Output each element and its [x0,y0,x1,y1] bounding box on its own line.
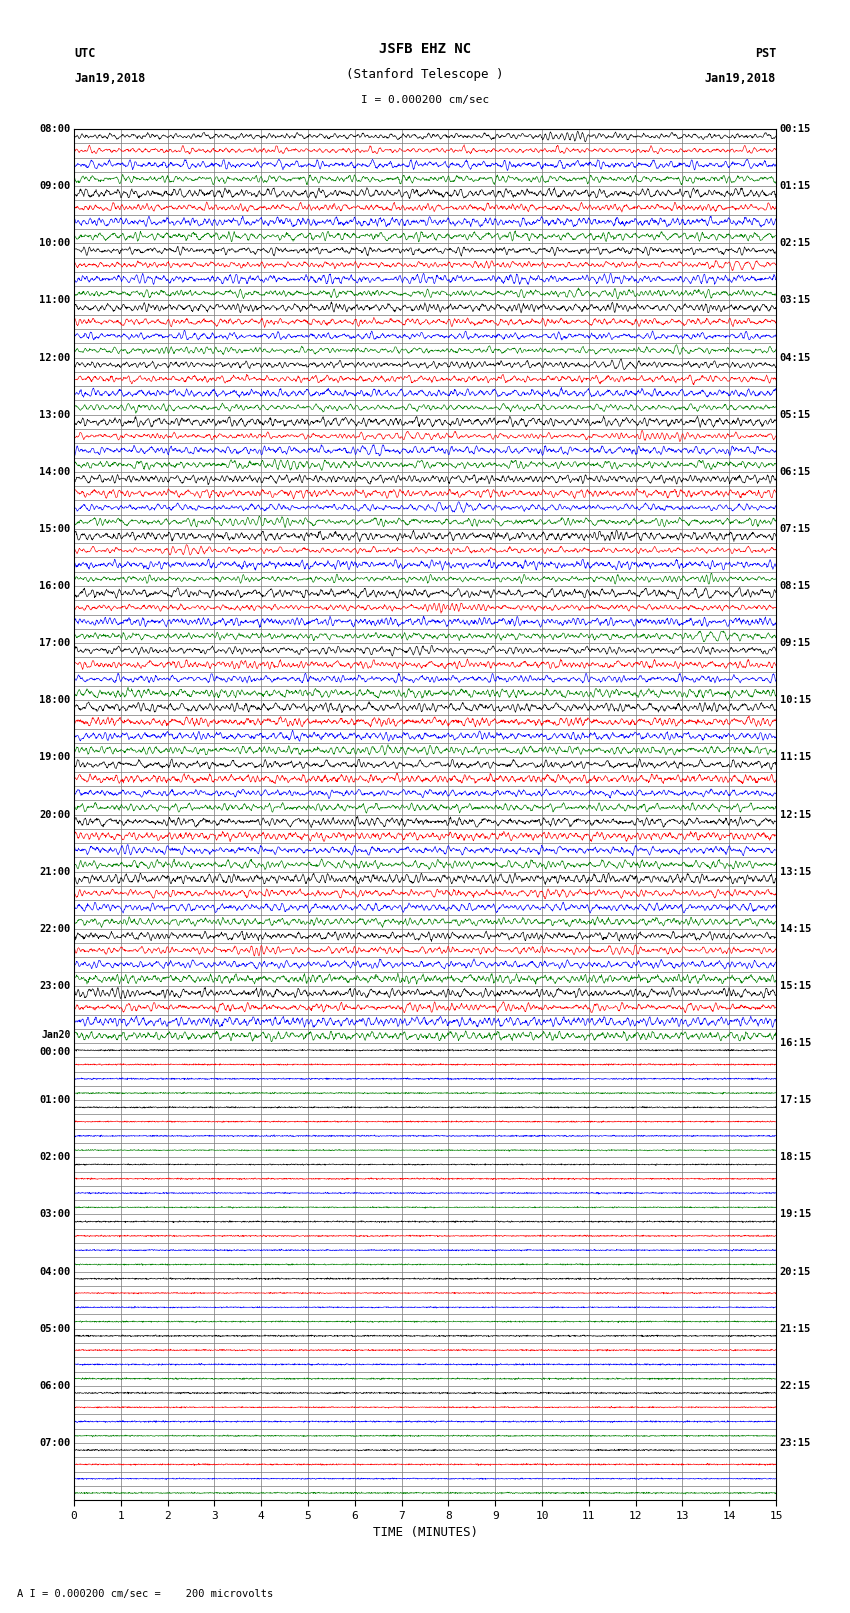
Text: 15:00: 15:00 [39,524,71,534]
Text: 06:15: 06:15 [779,466,811,477]
Text: Jan19,2018: Jan19,2018 [74,73,145,85]
Text: Jan20: Jan20 [41,1029,71,1039]
Text: 14:00: 14:00 [39,466,71,477]
Text: 02:00: 02:00 [39,1152,71,1163]
Text: 06:00: 06:00 [39,1381,71,1390]
Text: 17:15: 17:15 [779,1095,811,1105]
Text: 04:15: 04:15 [779,353,811,363]
Text: I = 0.000200 cm/sec: I = 0.000200 cm/sec [361,95,489,105]
Text: PST: PST [755,47,776,60]
Text: 22:00: 22:00 [39,924,71,934]
Text: 03:00: 03:00 [39,1210,71,1219]
Text: 01:00: 01:00 [39,1095,71,1105]
Text: 17:00: 17:00 [39,639,71,648]
Text: 12:15: 12:15 [779,810,811,819]
Text: 01:15: 01:15 [779,181,811,192]
Text: (Stanford Telescope ): (Stanford Telescope ) [346,68,504,81]
Text: Jan19,2018: Jan19,2018 [705,73,776,85]
Text: 18:00: 18:00 [39,695,71,705]
Text: 11:15: 11:15 [779,752,811,763]
Text: 12:00: 12:00 [39,353,71,363]
Text: 22:15: 22:15 [779,1381,811,1390]
Text: 09:15: 09:15 [779,639,811,648]
Text: 15:15: 15:15 [779,981,811,990]
Text: 18:15: 18:15 [779,1152,811,1163]
Text: 21:00: 21:00 [39,866,71,877]
Text: 21:15: 21:15 [779,1324,811,1334]
Text: 04:00: 04:00 [39,1266,71,1276]
Text: 14:15: 14:15 [779,924,811,934]
Text: 19:15: 19:15 [779,1210,811,1219]
Text: 05:00: 05:00 [39,1324,71,1334]
Text: 08:00: 08:00 [39,124,71,134]
Text: 05:15: 05:15 [779,410,811,419]
Text: 09:00: 09:00 [39,181,71,192]
Text: 16:15: 16:15 [779,1039,811,1048]
Text: UTC: UTC [74,47,95,60]
Text: 03:15: 03:15 [779,295,811,305]
Text: 07:00: 07:00 [39,1437,71,1448]
Text: 20:00: 20:00 [39,810,71,819]
Text: 20:15: 20:15 [779,1266,811,1276]
X-axis label: TIME (MINUTES): TIME (MINUTES) [372,1526,478,1539]
Text: 07:15: 07:15 [779,524,811,534]
Text: 23:00: 23:00 [39,981,71,990]
Text: 23:15: 23:15 [779,1437,811,1448]
Text: 02:15: 02:15 [779,239,811,248]
Text: 11:00: 11:00 [39,295,71,305]
Text: 16:00: 16:00 [39,581,71,590]
Text: A I = 0.000200 cm/sec =    200 microvolts: A I = 0.000200 cm/sec = 200 microvolts [17,1589,273,1598]
Text: 13:15: 13:15 [779,866,811,877]
Text: 19:00: 19:00 [39,752,71,763]
Text: 00:00: 00:00 [39,1047,71,1057]
Text: JSFB EHZ NC: JSFB EHZ NC [379,42,471,56]
Text: 10:15: 10:15 [779,695,811,705]
Text: 13:00: 13:00 [39,410,71,419]
Text: 08:15: 08:15 [779,581,811,590]
Text: 00:15: 00:15 [779,124,811,134]
Text: 10:00: 10:00 [39,239,71,248]
